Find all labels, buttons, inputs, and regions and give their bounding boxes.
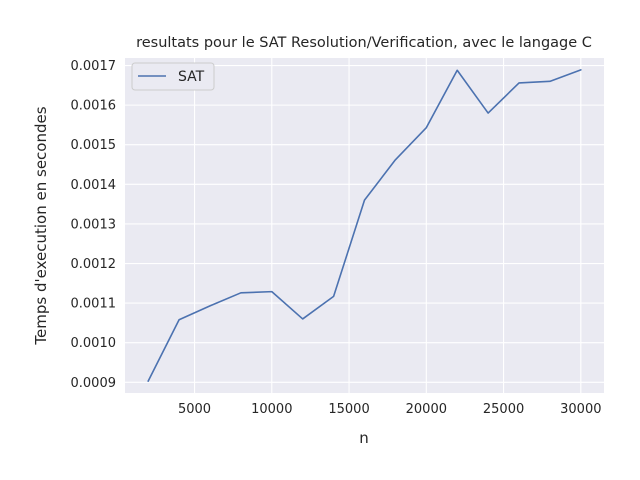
plot-area (125, 58, 604, 393)
x-axis-label: n (359, 429, 369, 447)
legend-box (131, 62, 215, 91)
y-tick-label: 0.0016 (71, 99, 117, 114)
x-tick-label: 30000 (560, 402, 601, 417)
y-tick-label: 0.0010 (71, 336, 117, 351)
gridlines (125, 58, 604, 393)
y-tick-label: 0.0013 (71, 217, 117, 232)
x-tick-label: 20000 (406, 402, 447, 417)
y-tick-label: 0.0009 (71, 376, 117, 391)
x-tick-label: 10000 (251, 402, 292, 417)
legend: SAT (131, 62, 215, 91)
y-tick-label: 0.0015 (71, 138, 117, 153)
y-tick-label: 0.0012 (71, 257, 117, 272)
x-tick-label: 5000 (178, 402, 211, 417)
series-layer (147, 69, 582, 382)
x-tick-label: 25000 (483, 402, 524, 417)
x-axis-ticks: 5000 10000 15000 20000 25000 30000 (178, 402, 602, 417)
y-tick-label: 0.0011 (71, 297, 117, 312)
x-tick-label: 15000 (328, 402, 369, 417)
chart-title: resultats pour le SAT Resolution/Verific… (136, 35, 592, 51)
series-line-sat (147, 69, 582, 382)
legend-label-sat: SAT (178, 69, 205, 85)
y-tick-label: 0.0014 (71, 178, 117, 193)
y-axis-ticks: 0.0009 0.0010 0.0011 0.0012 0.0013 0.0014 0.00… (71, 59, 117, 391)
y-tick-label: 0.0017 (71, 59, 117, 74)
y-axis-label: Temps d'execution en secondes (32, 106, 50, 345)
